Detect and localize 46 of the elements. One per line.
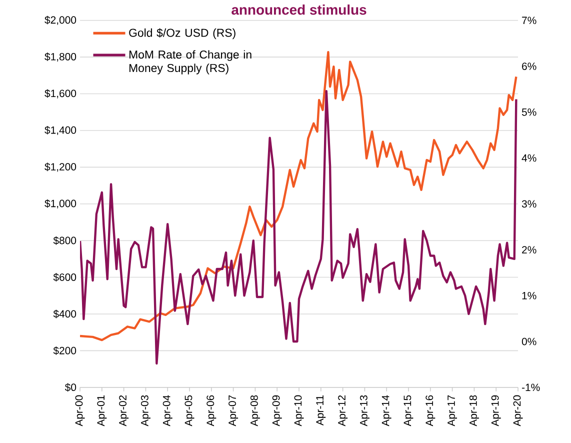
legend-label: Gold $/Oz USD (RS): [129, 28, 236, 40]
y-tick-label: $400: [53, 310, 76, 318]
x-tick-label: Apr-04: [162, 395, 172, 426]
x-tick-label: Apr-03: [140, 395, 150, 426]
y2-tick-label: 3%: [522, 200, 536, 208]
y-tick-label: $800: [53, 236, 76, 245]
x-tick-label: Apr-01: [97, 395, 107, 426]
x-tick-label: Apr-00: [75, 395, 85, 426]
x-tick-label: Apr-15: [404, 395, 414, 426]
y2-tick-label: 4%: [522, 154, 536, 162]
x-tick-label: Apr-07: [228, 395, 238, 426]
y-tick-label: $600: [53, 273, 76, 282]
x-tick-label: Apr-11: [316, 395, 326, 426]
x-tick-label: Apr-12: [338, 395, 348, 426]
y-tick-label: $200: [53, 346, 76, 355]
x-tick-label: Apr-09: [272, 395, 282, 426]
y2-tick-label: 2%: [522, 246, 536, 254]
y2-tick-label: 5%: [522, 108, 536, 116]
x-tick-label: Apr-17: [448, 395, 457, 426]
x-tick-label: Apr-02: [119, 395, 129, 426]
y-tick-label: $1,800: [44, 52, 76, 62]
y-tick-label: $2,000: [44, 16, 76, 25]
x-tick-label: Apr-08: [250, 395, 260, 426]
y2-tick-label: 7%: [522, 16, 536, 24]
y-tick-label: $1,600: [44, 89, 76, 98]
y2-tick-label: 6%: [522, 62, 536, 70]
y-tick-label: $0: [64, 383, 76, 392]
x-tick-label: Apr-20: [513, 395, 523, 426]
x-tick-label: Apr-16: [426, 395, 436, 426]
line-series: [80, 51, 518, 342]
chart-title: announced stimulus: [232, 4, 366, 15]
line-series: [80, 90, 518, 365]
x-tick-label: Apr-06: [206, 395, 216, 426]
y-tick-label: $1,000: [44, 199, 76, 208]
y2-tick-label: 0%: [522, 338, 536, 346]
x-tick-label: Apr-19: [491, 395, 501, 426]
x-tick-label: Apr-05: [184, 395, 194, 426]
x-tick-label: Apr-13: [360, 395, 370, 426]
x-tick-label: Apr-18: [469, 395, 479, 426]
x-tick-label: Apr-14: [382, 395, 392, 426]
x-tick-label: Apr-10: [294, 395, 304, 426]
y2-tick-label: 1%: [522, 292, 536, 300]
legend-label: MoM Rate of Change in Money Supply (RS): [129, 50, 252, 74]
y2-tick-label: -1%: [522, 384, 540, 392]
y-tick-label: $1,400: [44, 126, 76, 136]
y-tick-label: $1,200: [44, 162, 76, 172]
